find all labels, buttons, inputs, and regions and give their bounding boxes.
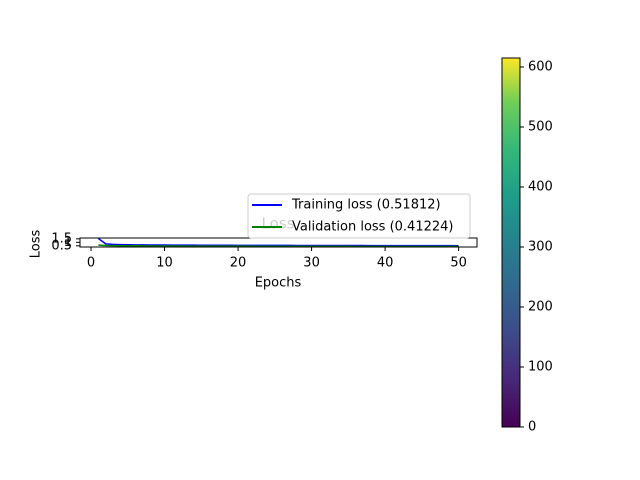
colorbar-tick-label: 600 — [528, 60, 553, 75]
y-tick-label: 1.5 — [51, 231, 72, 246]
plot-area — [97, 237, 459, 248]
colorbar-tick-label: 100 — [528, 360, 553, 375]
legend-label: Training loss (0.51812) — [291, 198, 441, 213]
x-tick-label: 40 — [377, 256, 394, 271]
y-tick-label: 1 — [64, 235, 72, 250]
colorbar-tick-label: 300 — [528, 240, 553, 255]
legend-label: Validation loss (0.41224) — [292, 220, 453, 235]
legend-box — [247, 193, 471, 239]
x-tick-label: 50 — [450, 256, 467, 271]
colorbar-tick-label: 200 — [528, 300, 553, 315]
x-tick-label: 0 — [87, 256, 95, 271]
colorbar-tick-label: 0 — [528, 420, 536, 435]
x-tick-label: 30 — [303, 256, 320, 271]
x-axis-label: Epochs — [255, 276, 302, 291]
legend: Training loss (0.51812) Validation loss (… — [247, 193, 471, 239]
colorbar-tick-label: 500 — [528, 120, 553, 135]
colorbar-tick-label: 400 — [528, 180, 553, 195]
x-tick-label: 10 — [156, 256, 173, 271]
x-tick-label: 20 — [230, 256, 247, 271]
colorbar — [501, 57, 521, 428]
y-tick-label: 0.5 — [51, 238, 72, 253]
series-line — [98, 244, 459, 248]
y-axis-label: Loss — [29, 230, 44, 259]
